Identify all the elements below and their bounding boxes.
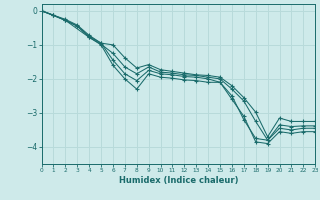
X-axis label: Humidex (Indice chaleur): Humidex (Indice chaleur)	[119, 176, 238, 185]
